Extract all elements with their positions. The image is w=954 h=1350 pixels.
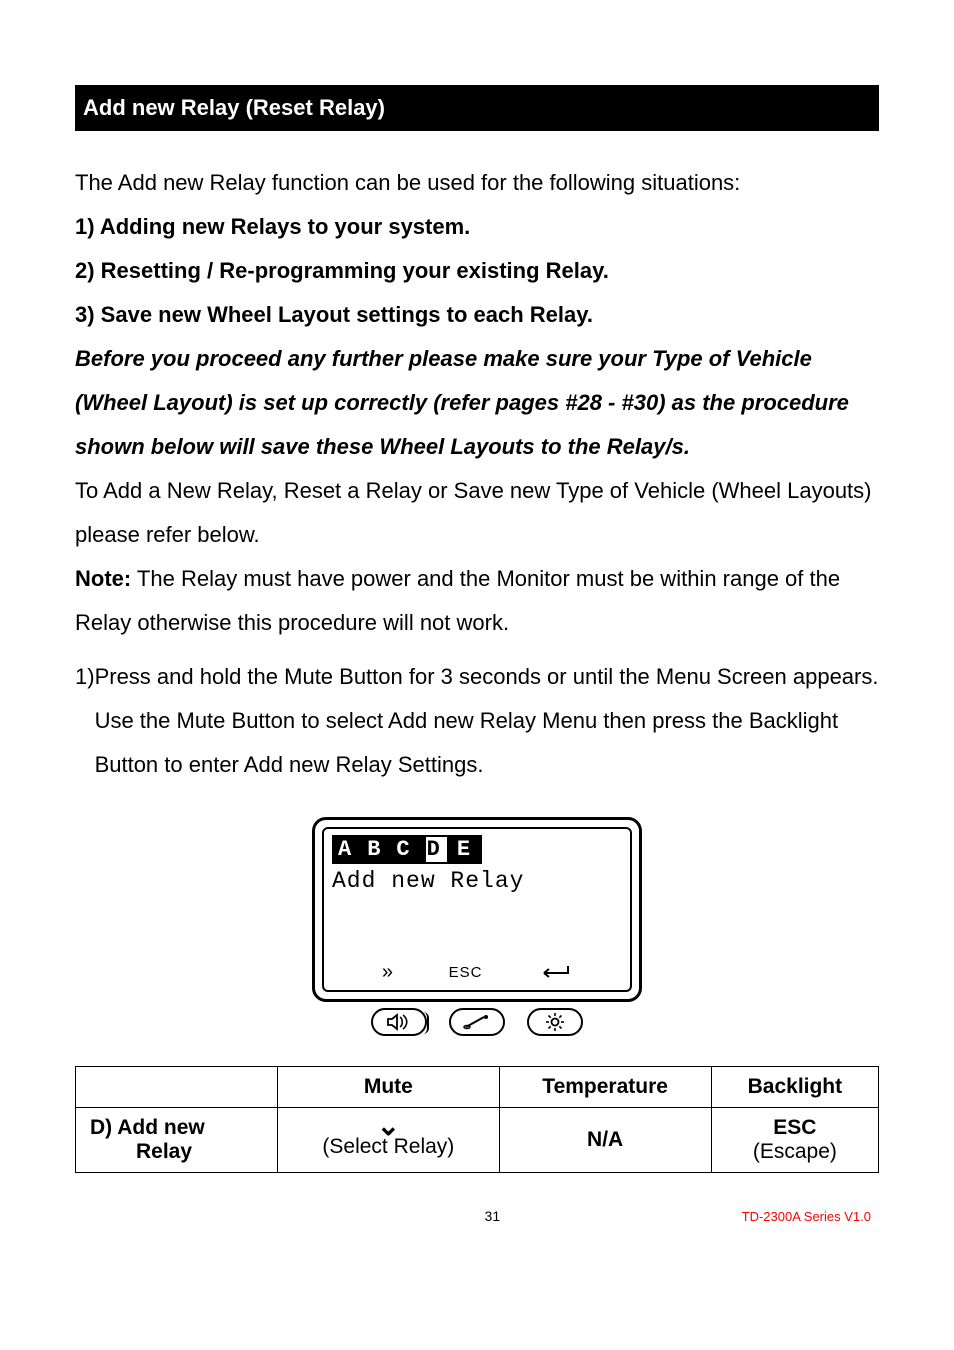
cell-mute: (Select Relay) <box>278 1108 499 1173</box>
device: ABCDE Add new Relay ESC <box>312 817 642 1036</box>
page-footer: 31 TD-2300A Series V1.0 <box>75 1208 879 1224</box>
function-table: Mute Temperature Backlight D) Add new Re… <box>75 1066 879 1173</box>
tab-b: B <box>367 837 386 862</box>
page-number: 31 <box>243 1208 742 1224</box>
row-label-line1: D) Add new <box>90 1116 205 1139</box>
screen: ABCDE Add new Relay ESC <box>322 827 632 992</box>
intro-item-1: 1) Adding new Relays to your system. <box>75 205 879 249</box>
doc-version: TD-2300A Series V1.0 <box>742 1209 871 1224</box>
cell-temperature: N/A <box>499 1108 711 1173</box>
tab-a: A <box>338 837 357 862</box>
intro-lead: The Add new Relay function can be used f… <box>75 161 879 205</box>
th-blank <box>76 1067 278 1108</box>
device-figure: ABCDE Add new Relay ESC <box>75 817 879 1036</box>
step-1: 1)Press and hold the Mute Button for 3 s… <box>75 655 879 787</box>
section-title: Add new Relay (Reset Relay) <box>83 95 385 120</box>
temperature-button[interactable] <box>449 1008 505 1036</box>
row-label: D) Add new Relay <box>76 1108 278 1173</box>
row-label-line2: Relay <box>90 1140 192 1163</box>
hardware-buttons <box>312 1008 642 1036</box>
tab-e: E <box>457 837 476 862</box>
backlight-button[interactable] <box>527 1008 583 1036</box>
screen-softkey-row: ESC <box>324 961 630 984</box>
mute-button[interactable] <box>371 1008 427 1036</box>
intro-note: Note: The Relay must have power and the … <box>75 557 879 645</box>
th-backlight: Backlight <box>711 1067 878 1108</box>
section-header: Add new Relay (Reset Relay) <box>75 85 879 131</box>
step-1-body: Press and hold the Mute Button for 3 sec… <box>95 655 879 787</box>
mute-sub: (Select Relay) <box>322 1135 454 1158</box>
step-1-num: 1) <box>75 655 95 699</box>
softkey-esc-label: ESC <box>449 964 483 981</box>
th-mute: Mute <box>278 1067 499 1108</box>
step-1-text: 1)Press and hold the Mute Button for 3 s… <box>75 655 879 787</box>
chevron-down-icon <box>288 1121 488 1131</box>
intro-warning: Before you proceed any further please ma… <box>75 337 879 469</box>
table-row: D) Add new Relay (Select Relay) N/A ESC … <box>76 1108 879 1173</box>
backlight-line1: ESC <box>773 1116 816 1139</box>
intro-item-2: 2) Resetting / Re-programming your exist… <box>75 249 879 293</box>
note-body: The Relay must have power and the Monito… <box>75 566 840 635</box>
tab-d-selected: D <box>426 837 447 862</box>
th-temperature: Temperature <box>499 1067 711 1108</box>
cell-backlight: ESC (Escape) <box>711 1108 878 1173</box>
screen-menu-label: Add new Relay <box>332 868 622 894</box>
screen-bezel: ABCDE Add new Relay ESC <box>312 817 642 1002</box>
table-header-row: Mute Temperature Backlight <box>76 1067 879 1108</box>
tab-c: C <box>396 837 415 862</box>
note-label: Note: <box>75 566 131 591</box>
intro-after: To Add a New Relay, Reset a Relay or Sav… <box>75 469 879 557</box>
intro-block: The Add new Relay function can be used f… <box>75 161 879 645</box>
backlight-line2: (Escape) <box>753 1140 837 1163</box>
softkey-next-icon <box>382 961 393 984</box>
softkey-enter-icon <box>538 965 572 981</box>
intro-item-3: 3) Save new Wheel Layout settings to eac… <box>75 293 879 337</box>
screen-tabs: ABCDE <box>332 835 482 864</box>
